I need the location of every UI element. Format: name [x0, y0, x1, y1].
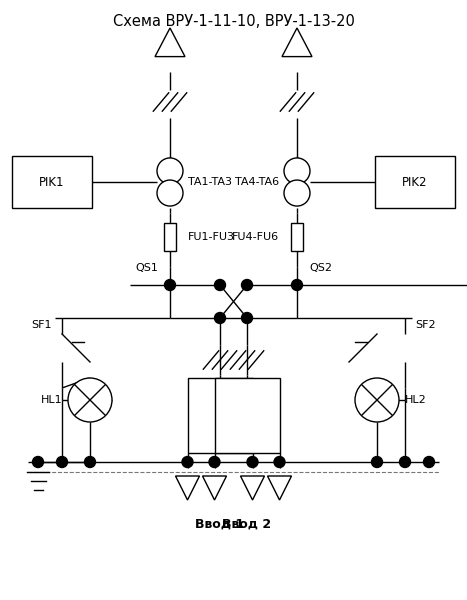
Text: Схема ВРУ-1-11-10, ВРУ-1-13-20: Схема ВРУ-1-11-10, ВРУ-1-13-20 — [113, 14, 354, 29]
Polygon shape — [176, 476, 199, 500]
Text: HL2: HL2 — [405, 395, 427, 405]
Circle shape — [424, 457, 434, 467]
Text: PIK1: PIK1 — [39, 175, 65, 188]
Text: Ввод 2: Ввод 2 — [222, 517, 272, 530]
Text: FU1-FU3: FU1-FU3 — [188, 232, 235, 242]
Text: Ввод 1: Ввод 1 — [195, 517, 245, 530]
Circle shape — [157, 158, 183, 184]
Circle shape — [57, 457, 68, 467]
Circle shape — [85, 457, 95, 467]
Text: QS2: QS2 — [309, 263, 332, 273]
Circle shape — [291, 280, 303, 290]
Circle shape — [241, 313, 253, 323]
Text: SF1: SF1 — [31, 320, 52, 330]
Polygon shape — [241, 476, 264, 500]
Circle shape — [68, 378, 112, 422]
Circle shape — [182, 457, 193, 467]
Circle shape — [214, 280, 226, 290]
Circle shape — [355, 378, 399, 422]
Polygon shape — [155, 28, 185, 56]
Text: SF2: SF2 — [415, 320, 436, 330]
Bar — [164, 223, 176, 251]
Text: TA1-TA3: TA1-TA3 — [188, 177, 232, 187]
Bar — [375, 156, 455, 208]
Circle shape — [247, 457, 258, 467]
Bar — [12, 156, 92, 208]
Circle shape — [157, 180, 183, 206]
Polygon shape — [282, 28, 312, 56]
Circle shape — [33, 457, 43, 467]
Polygon shape — [203, 476, 226, 500]
Circle shape — [284, 180, 310, 206]
Bar — [291, 223, 303, 251]
Circle shape — [399, 457, 410, 467]
Bar — [214, 378, 280, 453]
Circle shape — [241, 280, 253, 290]
Circle shape — [284, 158, 310, 184]
Text: QS1: QS1 — [135, 263, 158, 273]
Text: PIK2: PIK2 — [402, 175, 428, 188]
Circle shape — [209, 457, 220, 467]
Text: HL1: HL1 — [40, 395, 62, 405]
Polygon shape — [268, 476, 291, 500]
Text: TA4-TA6: TA4-TA6 — [235, 177, 279, 187]
Circle shape — [214, 313, 226, 323]
Bar — [187, 378, 253, 453]
Circle shape — [372, 457, 382, 467]
Text: FU4-FU6: FU4-FU6 — [232, 232, 279, 242]
Circle shape — [164, 280, 176, 290]
Circle shape — [274, 457, 285, 467]
